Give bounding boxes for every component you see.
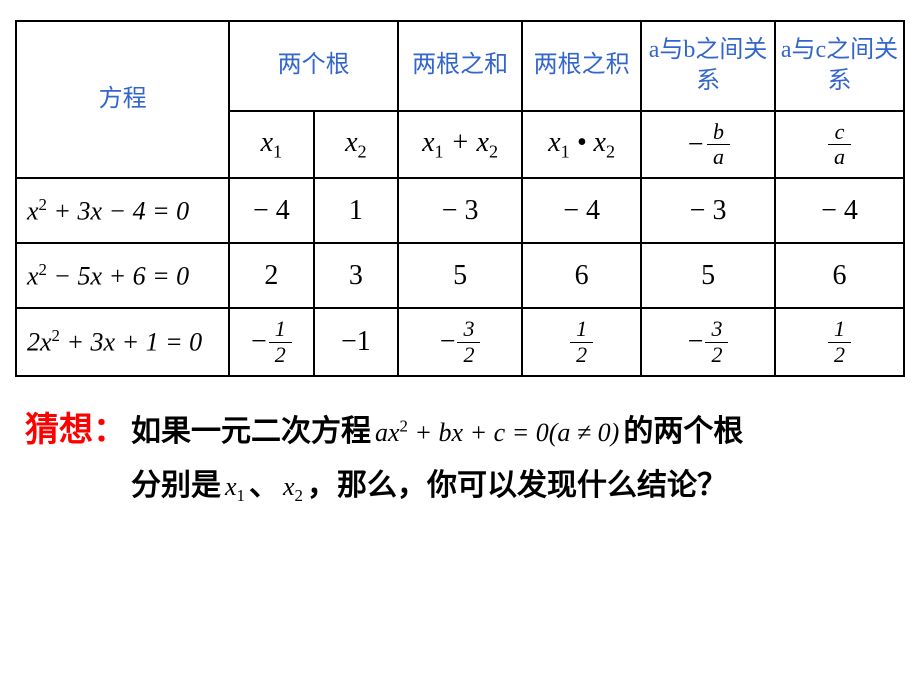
- equation-cell: 2x2 + 3x + 1 = 0: [16, 308, 229, 375]
- conjecture-line2-prefix: 分别是: [131, 469, 221, 502]
- cell-x1: − 4: [229, 178, 313, 243]
- cell-neg-b-a: −32: [641, 308, 775, 375]
- header-row-main: 方程 两个根 两根之和 两根之积 a与b之间关系 a与c之间关系: [16, 21, 904, 111]
- conjecture-section: 猜想： 如果一元二次方程 ax2 + bx + c = 0(a ≠ 0) 的两个…: [15, 402, 905, 510]
- header-equation: 方程: [16, 21, 229, 178]
- cell-x2: 3: [314, 243, 399, 308]
- header-a-c-relation: a与c之间关系: [775, 21, 904, 111]
- table-row: x2 + 3x − 4 = 0 − 4 1 − 3 − 4 − 3 − 4: [16, 178, 904, 243]
- conjecture-label: 猜想：: [25, 411, 127, 449]
- header-sum: 两根之和: [398, 21, 522, 111]
- equation-cell: x2 + 3x − 4 = 0: [16, 178, 229, 243]
- subheader-c-over-a: ca: [775, 111, 904, 178]
- subheader-product: x1 • x2: [522, 111, 641, 178]
- conjecture-separator: 、: [249, 469, 279, 502]
- conjecture-text-prefix: 如果一元二次方程: [131, 415, 371, 448]
- table-row: x2 − 5x + 6 = 0 2 3 5 6 5 6: [16, 243, 904, 308]
- subheader-sum: x1 + x2: [398, 111, 522, 178]
- cell-neg-b-a: 5: [641, 243, 775, 308]
- vieta-table: 方程 两个根 两根之和 两根之积 a与b之间关系 a与c之间关系 x1 x2 x…: [15, 20, 905, 377]
- cell-sum: −32: [398, 308, 522, 375]
- cell-x1: −12: [229, 308, 313, 375]
- subheader-x1: x1: [229, 111, 313, 178]
- header-a-b-relation: a与b之间关系: [641, 21, 775, 111]
- cell-c-a: 12: [775, 308, 904, 375]
- conjecture-x2: x2: [283, 472, 303, 501]
- cell-x2: −1: [314, 308, 399, 375]
- cell-product: − 4: [522, 178, 641, 243]
- subheader-x2: x2: [314, 111, 399, 178]
- cell-sum: 5: [398, 243, 522, 308]
- subheader-neg-b-over-a: −ba: [641, 111, 775, 178]
- equation-cell: x2 − 5x + 6 = 0: [16, 243, 229, 308]
- cell-c-a: 6: [775, 243, 904, 308]
- header-product: 两根之积: [522, 21, 641, 111]
- cell-c-a: − 4: [775, 178, 904, 243]
- cell-product: 6: [522, 243, 641, 308]
- cell-x2: 1: [314, 178, 399, 243]
- table-row: 2x2 + 3x + 1 = 0 −12 −1 −32 12 −32 12: [16, 308, 904, 375]
- conjecture-x1: x1: [225, 472, 245, 501]
- conjecture-formula: ax2 + bx + c = 0(a ≠ 0): [375, 418, 619, 447]
- conjecture-text-mid: 的两个根: [623, 415, 743, 448]
- cell-x1: 2: [229, 243, 313, 308]
- header-two-roots: 两个根: [229, 21, 398, 111]
- cell-product: 12: [522, 308, 641, 375]
- conjecture-suffix: ，那么，你可以发现什么结论？: [307, 469, 727, 502]
- cell-neg-b-a: − 3: [641, 178, 775, 243]
- cell-sum: − 3: [398, 178, 522, 243]
